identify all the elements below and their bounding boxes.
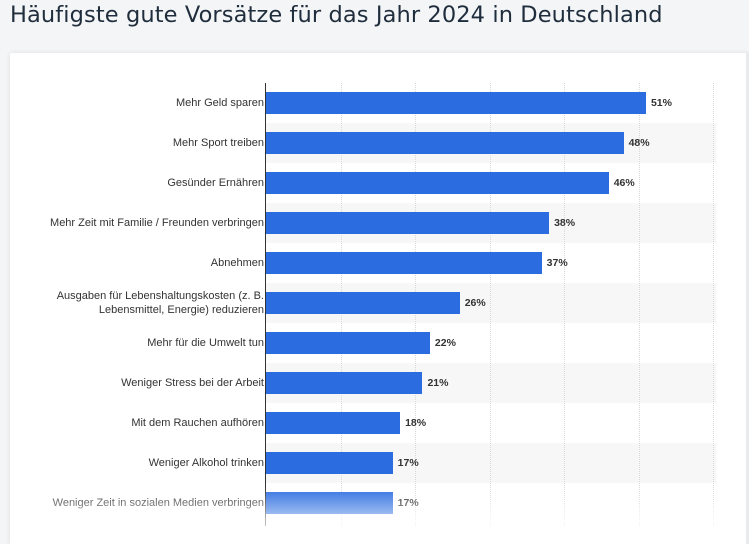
bar-row: Mit dem Rauchen aufhören 18% xyxy=(10,403,749,443)
category-label: Mehr Zeit mit Familie / Freunden verbrin… xyxy=(50,217,264,229)
value-label: 48% xyxy=(628,137,650,149)
category-axis-line xyxy=(265,83,266,526)
bar-row: Weniger Stress bei der Arbeit 21% xyxy=(10,363,749,403)
gridline xyxy=(564,83,565,526)
value-label: 37% xyxy=(546,257,568,269)
gridline xyxy=(713,83,714,526)
bar-row: Abnehmen 37% xyxy=(10,243,749,283)
category-label: Ausgaben für Lebenshaltungskosten (z. B.… xyxy=(56,290,264,316)
bar[interactable] xyxy=(266,412,401,434)
bar-row: Weniger Zeit in sozialen Medien verbring… xyxy=(10,483,749,523)
category-label: Mehr Sport treiben xyxy=(172,137,264,149)
bar-rows: Mehr Geld sparen 51% Mehr Sport treiben 48%… xyxy=(10,53,749,544)
value-label: 26% xyxy=(464,297,486,309)
bar[interactable] xyxy=(266,292,460,314)
bar-row: Mehr Sport treiben 48% xyxy=(10,123,749,163)
bar-row: Weniger Alkohol trinken 17% xyxy=(10,443,749,483)
bar-row: Ausgaben für Lebenshaltungskosten (z. B.… xyxy=(10,283,749,323)
bar-row: Mehr Zeit mit Familie / Freunden verbrin… xyxy=(10,203,749,243)
category-label: Mehr Geld sparen xyxy=(175,97,264,109)
value-label: 18% xyxy=(405,417,427,429)
category-label: Gesünder Ernähren xyxy=(167,177,264,189)
bar[interactable] xyxy=(266,172,609,194)
value-label: 17% xyxy=(397,457,419,469)
category-label: Mehr für die Umwelt tun xyxy=(147,337,264,349)
bar[interactable] xyxy=(266,92,646,114)
value-label: 38% xyxy=(554,217,576,229)
chart-title: Häufigste gute Vorsätze für das Jahr 202… xyxy=(10,2,663,28)
bar[interactable] xyxy=(266,212,550,234)
category-label: Weniger Stress bei der Arbeit xyxy=(121,377,264,389)
bar[interactable] xyxy=(266,452,393,474)
category-label: Mit dem Rauchen aufhören xyxy=(131,417,264,429)
bar[interactable] xyxy=(266,332,430,354)
value-label: 46% xyxy=(613,177,635,189)
category-label: Abnehmen xyxy=(210,257,264,269)
category-label: Weniger Alkohol trinken xyxy=(148,457,264,469)
bar[interactable] xyxy=(266,252,542,274)
bar-row: Mehr Geld sparen 51% xyxy=(10,83,749,123)
value-label: 17% xyxy=(397,497,419,509)
value-label: 51% xyxy=(650,97,672,109)
bar[interactable] xyxy=(266,492,393,514)
chart-card: Mehr Geld sparen 51% Mehr Sport treiben 48%… xyxy=(10,53,749,544)
gridline xyxy=(489,83,491,526)
gridline xyxy=(638,83,640,526)
value-label: 22% xyxy=(434,337,456,349)
bar[interactable] xyxy=(266,372,423,394)
side-panel-edge xyxy=(746,53,749,544)
category-label: Weniger Zeit in sozialen Medien verbring… xyxy=(52,497,264,509)
value-label: 21% xyxy=(427,377,449,389)
bar-row: Gesünder Ernähren 46% xyxy=(10,163,749,203)
bar-row: Mehr für die Umwelt tun 22% xyxy=(10,323,749,363)
bar[interactable] xyxy=(266,132,624,154)
